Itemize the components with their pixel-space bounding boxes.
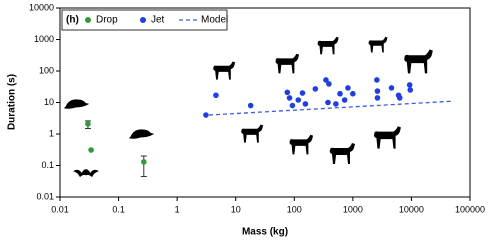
data-point: [299, 90, 306, 96]
data-point: [374, 95, 381, 101]
data-point: [85, 121, 91, 127]
legend-label: Jet: [151, 15, 165, 26]
legend-label: Model: [201, 15, 228, 26]
data-point: [333, 101, 339, 107]
plot-frame: [59, 7, 471, 198]
data-point: [406, 82, 413, 88]
x-tick-label: 100: [287, 204, 302, 214]
legend-label: Drop: [96, 15, 118, 26]
data-point: [326, 81, 332, 87]
data-point: [289, 102, 296, 109]
data-point: [302, 101, 309, 107]
data-point: [350, 90, 356, 97]
data-point: [407, 87, 414, 93]
data-point: [286, 95, 293, 101]
data-point: [295, 97, 302, 103]
x-tick-label: 0.1: [112, 204, 125, 214]
legend-swatch: [85, 17, 91, 23]
x-tick-label: 100000: [455, 204, 485, 214]
y-axis-title: Duration (s): [7, 74, 18, 130]
x-tick-label: 10000: [399, 204, 424, 214]
data-point: [141, 159, 147, 165]
y-tick-label: 1000: [34, 34, 54, 44]
data-point: [396, 95, 403, 101]
data-point: [325, 99, 331, 106]
data-point: [388, 85, 395, 91]
page: (h) Mass (kg) Duration (s) 0.01 0.1 1 10 100…: [6, 2, 486, 238]
y-tick-label: 1: [49, 128, 54, 138]
data-point: [345, 85, 351, 91]
y-tick-label: 10: [44, 97, 54, 107]
x-tick-label: 1: [175, 204, 180, 214]
x-tick-label: 10: [231, 204, 241, 214]
data-point: [374, 88, 381, 94]
legend-swatch: [140, 17, 146, 23]
data-point: [247, 102, 254, 109]
y-tick-label: 10000: [29, 2, 54, 12]
data-point: [213, 92, 219, 99]
x-tick-label: 1000: [343, 204, 363, 214]
panel-label: (h): [66, 15, 79, 26]
data-point: [284, 89, 291, 96]
data-point: [337, 90, 343, 97]
data-point: [341, 97, 348, 103]
data-point: [88, 147, 94, 153]
y-tick-label: 0.01: [36, 191, 54, 201]
data-point: [323, 77, 329, 83]
x-axis-title: Mass (kg): [242, 227, 288, 238]
y-tick-label: 0.1: [41, 160, 54, 170]
data-point: [374, 77, 380, 83]
model-line: [208, 100, 453, 116]
x-tick-label: 0.01: [51, 204, 69, 214]
data-point: [312, 86, 319, 92]
data-point: [203, 112, 209, 118]
chart: (h) Mass (kg) Duration (s) 0.01 0.1 1 10 100…: [7, 2, 485, 238]
y-tick-label: 100: [39, 65, 54, 75]
